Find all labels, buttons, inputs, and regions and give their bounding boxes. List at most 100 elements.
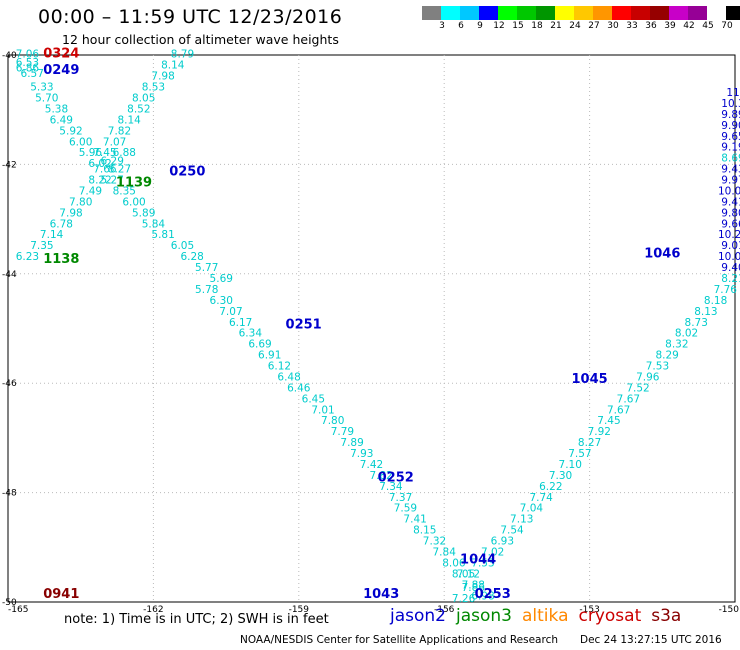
wave-height-value: 7.35 [30, 240, 53, 252]
wave-height-value: 9.89 [721, 109, 740, 121]
wave-height-value: 7.42 [360, 459, 383, 471]
legend-tick: 36 [645, 21, 657, 31]
wave-height-value: 7.10 [559, 459, 582, 471]
wave-height-value: 5.92 [59, 125, 82, 137]
lon-tick-label: -159 [289, 605, 310, 615]
wave-height-value: 7.52 [626, 382, 649, 394]
wave-height-value: 6.00 [122, 196, 145, 208]
wave-height-value: 9.97 [721, 175, 740, 187]
satellite-name: jason2 [390, 606, 446, 626]
wave-height-value: 8.05 [452, 568, 475, 580]
wave-height-value: 9.40 [721, 262, 740, 274]
wave-height-value: 7.45 [597, 415, 620, 427]
wave-height-value: 7.41 [403, 514, 426, 526]
wave-height-value: 7.98 [59, 207, 82, 219]
wave-height-value: 7.82 [369, 470, 392, 482]
track-time-label: 1138 [43, 252, 79, 267]
legend-tick: 24 [569, 21, 581, 31]
wave-height-value: 7.34 [379, 481, 403, 493]
wave-height-value: 6.45 [302, 393, 325, 405]
lon-tick-label: -156 [434, 605, 455, 615]
wave-height-value: 10.3 [721, 98, 740, 110]
track-time-label: 0324 [43, 47, 79, 62]
wave-height-value: 7.93 [350, 448, 373, 460]
wave-height-value: 7.37 [389, 492, 412, 504]
map-axes: -40 -42 -44 -46 -48 -50-165 -162 -159 -156 -153 -1… [2, 51, 739, 615]
wave-height-value: 7.96 [636, 371, 660, 383]
legend-color-bar [422, 6, 740, 20]
wave-height-value: 6.29 [101, 155, 124, 167]
wave-height-value: 8.15 [413, 525, 436, 537]
track-time-label: 1046 [644, 246, 680, 261]
wave-height-value: 7.45 [93, 147, 116, 159]
wave-height-value: 9.90 [721, 120, 740, 132]
legend-tick: 6 [458, 21, 464, 31]
track-time-label: 1043 [363, 587, 399, 602]
lat-tick-label: -42 [2, 160, 17, 170]
legend-swatch [517, 6, 536, 20]
legend-tick: 42 [683, 21, 695, 31]
wave-height-value: 7.26 [452, 593, 476, 605]
wave-height-value: 10.04 [718, 251, 740, 263]
wave-height-value: 8.27 [578, 437, 601, 449]
map-border [7, 54, 736, 603]
legend-tick: 9 [477, 21, 483, 31]
satellite-name: jason3 [456, 606, 512, 626]
legend-tick: 15 [512, 21, 524, 31]
wave-height-value: 7.67 [607, 404, 630, 416]
wave-height-value: 11 [726, 87, 739, 99]
wave-height-value: 7.07 [103, 136, 126, 148]
lat-tick-label: -50 [2, 598, 17, 608]
wave-height-value: 7.76 [714, 284, 738, 296]
wave-height-value: 7.49 [79, 185, 102, 197]
wave-height-value: 7.84 [433, 547, 457, 559]
legend-tick: 33 [626, 21, 638, 31]
satellite-legend: jason2 jason3 altika cryosat s3a [390, 606, 691, 626]
legend-swatch [441, 6, 460, 20]
wave-height-value: 6.48 [277, 371, 300, 383]
wave-height-value: 7.53 [471, 557, 494, 569]
legend-tick: 70 [721, 21, 733, 31]
wave-height-value: 6.53 [16, 57, 39, 69]
wave-height-value: 5.89 [132, 207, 155, 219]
wave-height-value: 7.74 [529, 492, 553, 504]
wave-height-value: 8.18 [704, 295, 727, 307]
wave-height-value: 8.06 [442, 557, 466, 569]
wave-height-value: 5.33 [30, 82, 53, 94]
lon-tick-label: -153 [579, 605, 599, 615]
legend-tick: 21 [550, 21, 562, 31]
wave-height-value: 8.14 [161, 60, 185, 72]
wave-height-value: 6.57 [21, 68, 44, 80]
wave-height-value: 9.80 [721, 207, 740, 219]
lat-tick-label: -46 [2, 379, 17, 389]
lon-tick-label: -150 [719, 605, 740, 615]
generated-timestamp: Dec 24 13:27:15 UTC 2016 [580, 634, 722, 646]
wave-height-value: 5.84 [142, 218, 166, 230]
wave-height-value: 7.86 [462, 582, 486, 594]
wave-height-value: 7.82 [108, 125, 131, 137]
wave-height-value: 7.80 [321, 415, 344, 427]
wave-height-value: 6.88 [113, 147, 136, 159]
map-subtitle: 12 hour collection of altimeter wave hei… [62, 32, 339, 47]
legend-swatch [650, 6, 669, 20]
legend-swatch [631, 6, 650, 20]
satellite-name: altika [522, 606, 569, 626]
legend-swatch [574, 6, 593, 20]
wave-height-value: 7.66 [93, 164, 117, 176]
wave-height-value: 6.05 [171, 240, 194, 252]
wave-height-value: 7.79 [331, 426, 354, 438]
wave-height-value: 5.78 [195, 284, 218, 296]
wave-height-value: 5.27 [101, 175, 124, 187]
legend-swatch [479, 6, 498, 20]
wave-height-value: 5.38 [45, 103, 68, 115]
wave-height-value: 6.00 [69, 136, 92, 148]
wave-height-value: 7.80 [69, 196, 92, 208]
wave-height-value: 5.96 [79, 147, 103, 159]
wave-height-value: 8.13 [694, 306, 717, 318]
wave-height-value: 6.30 [210, 295, 233, 307]
wave-height-points: 7.066.536.866.575.705.335.386.495.926.00… [16, 49, 740, 605]
wave-height-value: 8.53 [142, 82, 165, 94]
wave-height-value: 6.28 [180, 251, 203, 263]
